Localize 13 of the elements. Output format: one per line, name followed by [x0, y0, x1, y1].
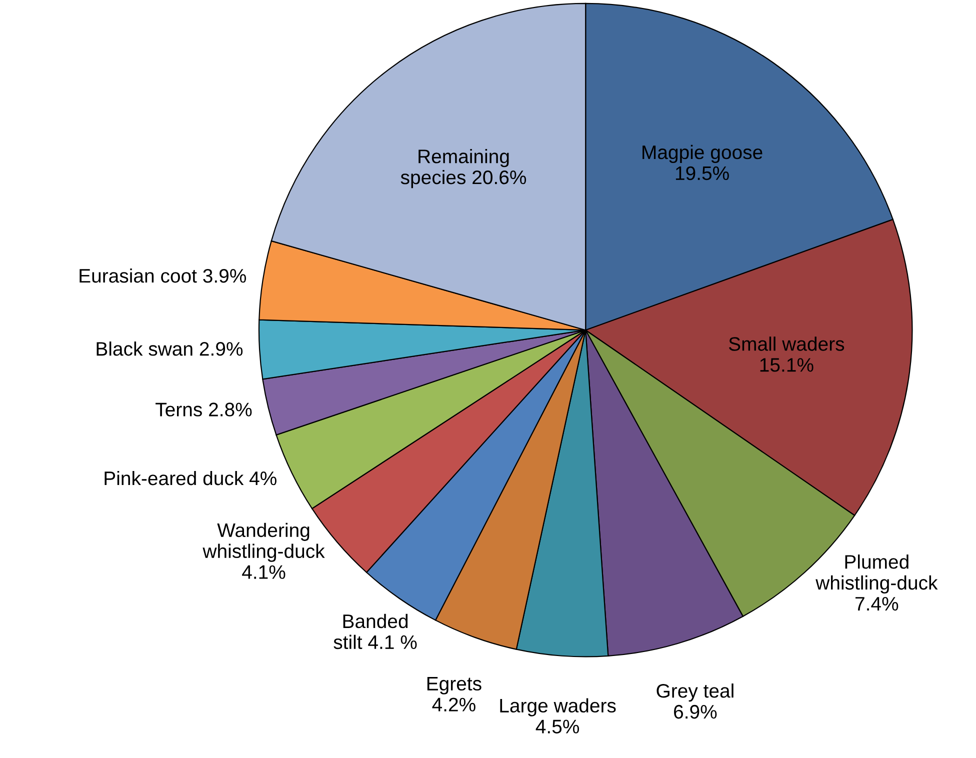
- slice-label: Plumed whistling-duck 7.4%: [816, 554, 938, 611]
- slice-label: Banded stilt 4.1 %: [334, 614, 417, 650]
- slice-label: Remaining species 20.6%: [400, 149, 526, 188]
- slice-label: Eurasian coot 3.9%: [80, 268, 246, 283]
- slice-label: Large waders 4.5%: [500, 698, 616, 734]
- slice-label: Terns 2.8%: [156, 402, 252, 416]
- slice-label: Egrets 4.2%: [427, 676, 482, 712]
- slice-label: Grey teal 6.9%: [656, 683, 734, 719]
- slice-label: Black swan 2.9%: [96, 342, 243, 356]
- slice-label: Wandering whistling-duck 4.1%: [202, 522, 325, 579]
- slice-label: Pink-eared duck 4%: [104, 470, 276, 486]
- slice-label: Magpie goose 19.5%: [642, 144, 762, 180]
- slice-label: Small waders 15.1%: [728, 336, 844, 372]
